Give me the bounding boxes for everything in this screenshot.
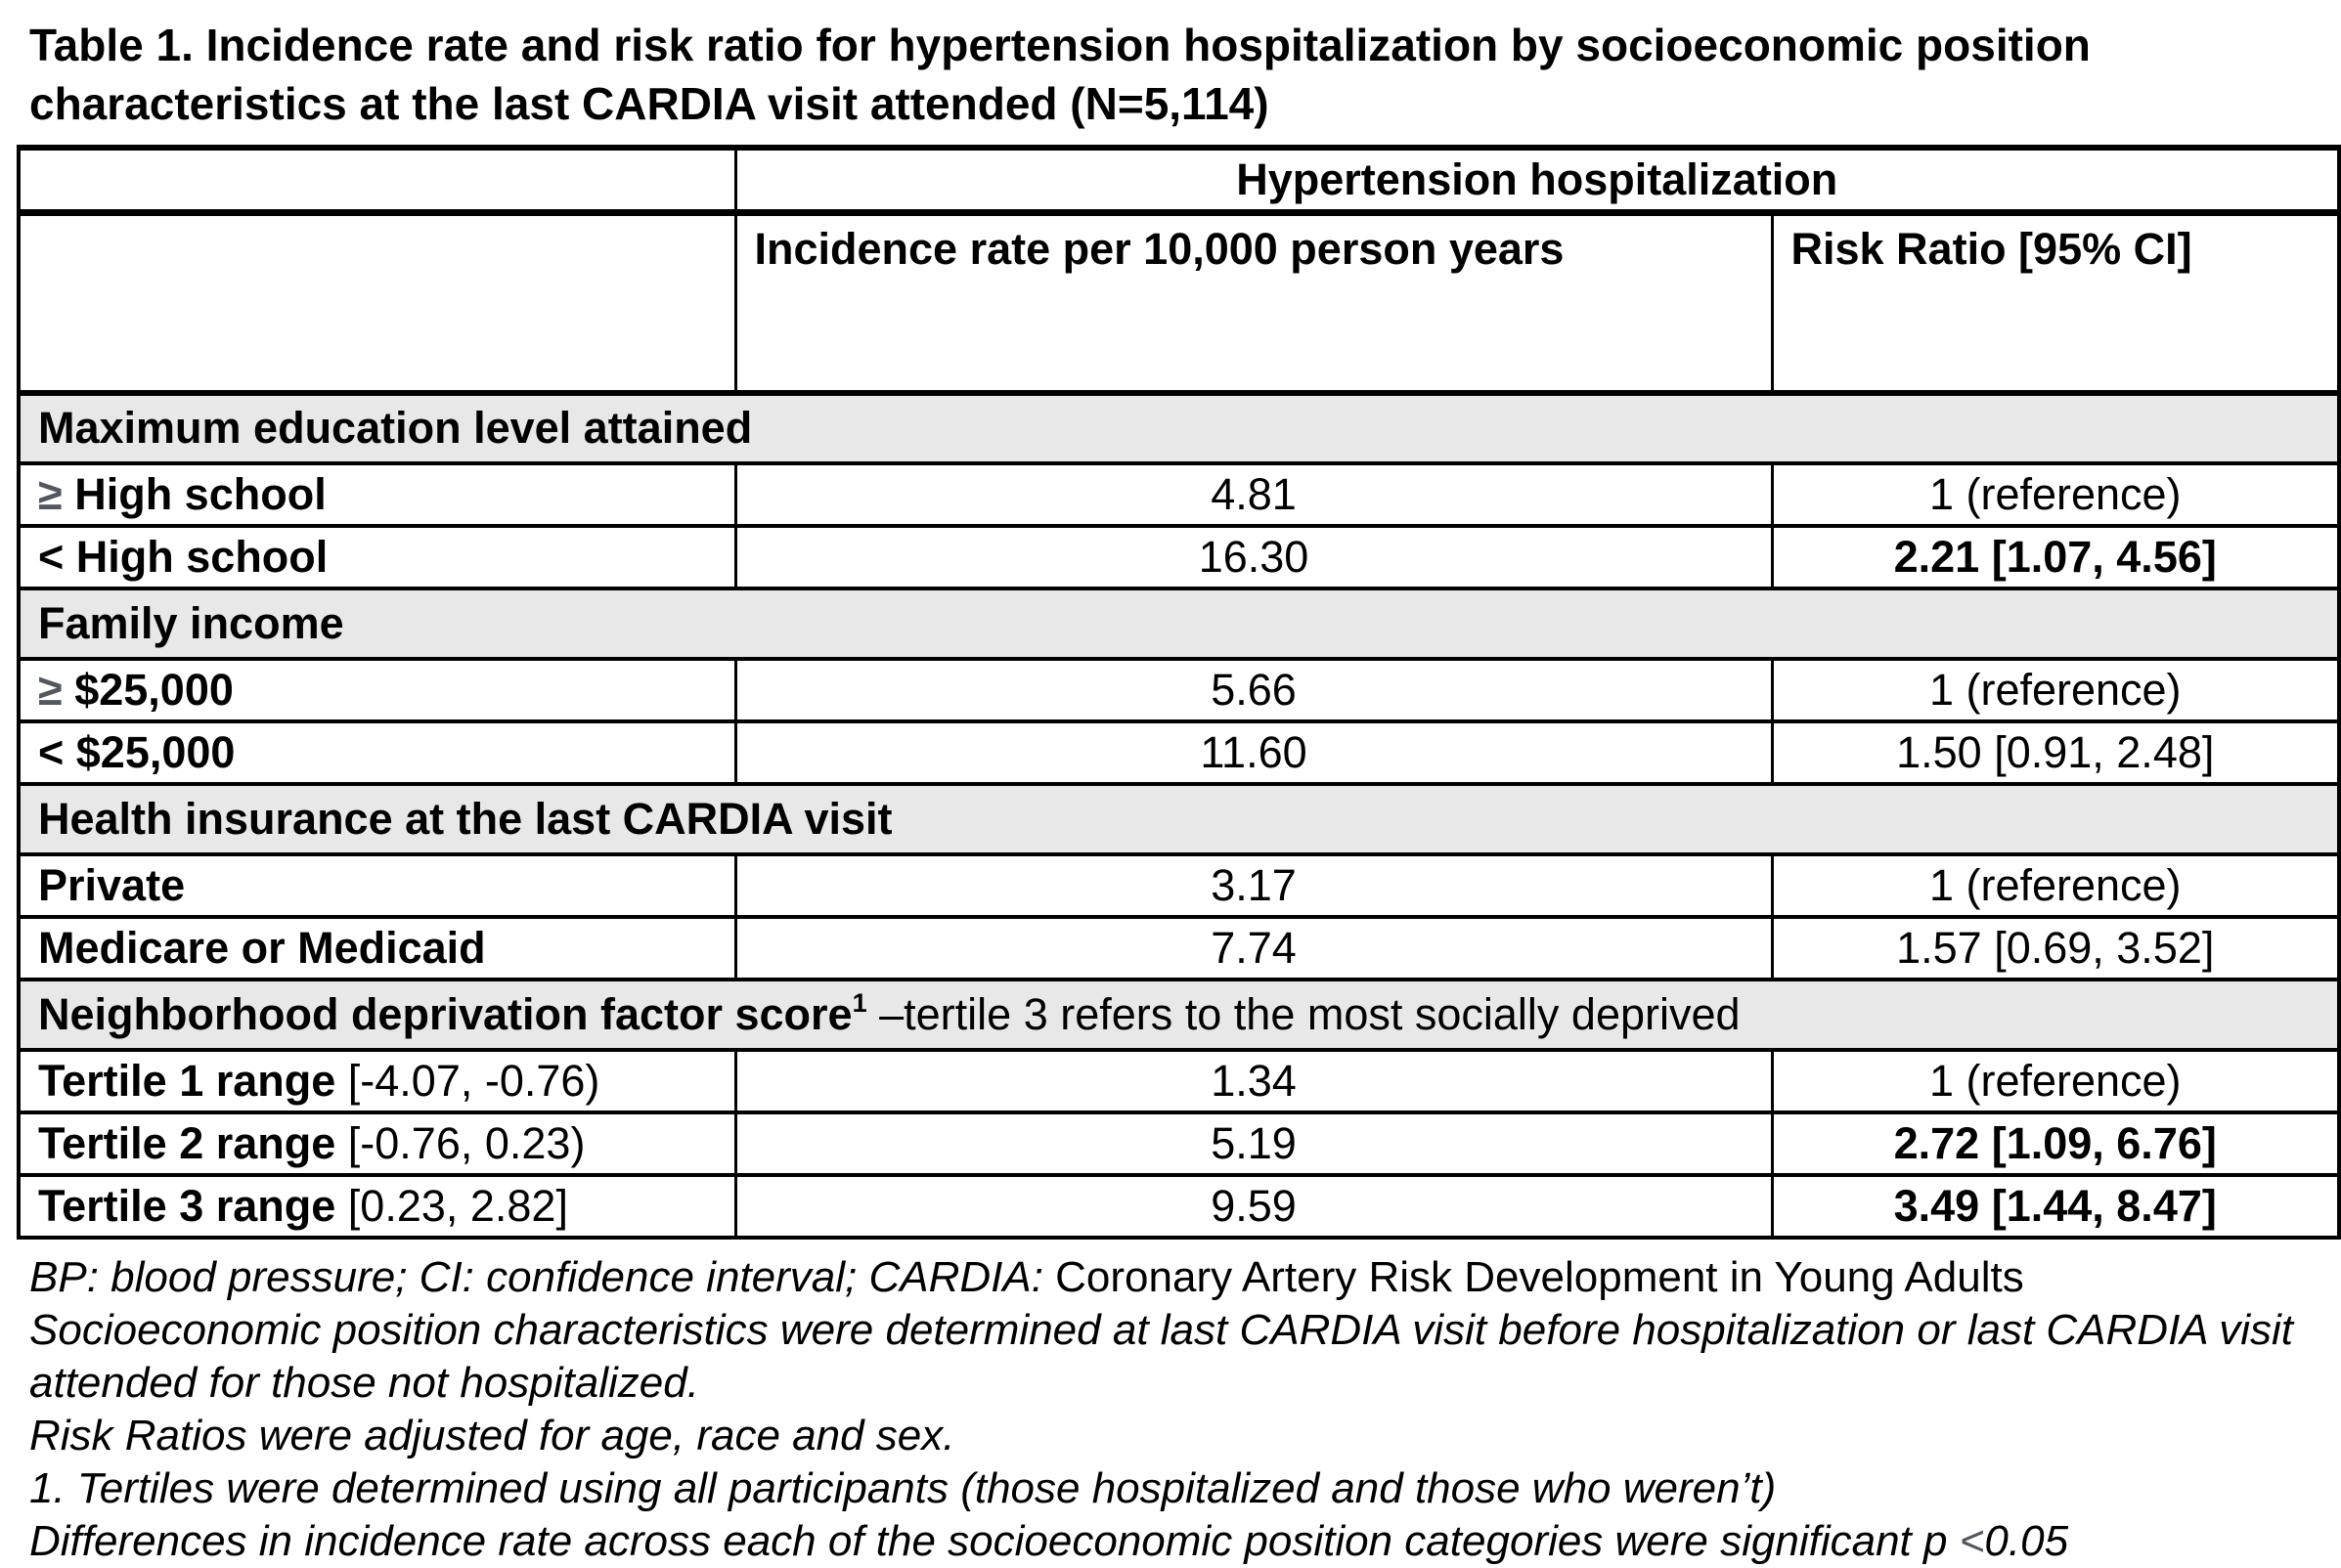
footnote-tertiles: 1. Tertiles were determined using all pa…	[29, 1463, 1777, 1512]
footnote-marker: 1	[852, 987, 867, 1018]
gte-symbol: ≥	[38, 664, 63, 715]
footnote-text: Differences in incidence rate across eac…	[29, 1516, 1960, 1565]
span-header-cell: Hypertension hospitalization	[735, 148, 2339, 216]
row-label-cell: < High school	[19, 525, 737, 590]
row-label-cell: Medicare or Medicaid	[19, 916, 737, 981]
table-row: ≥ High school 4.81 1 (reference)	[19, 462, 2339, 528]
table-row: Medicare or Medicaid 7.74 1.57 [0.69, 3.…	[19, 916, 2339, 981]
incidence-rate-cell: 5.19	[735, 1111, 1774, 1177]
row-label-cell: < $25,000	[19, 720, 737, 786]
col-header-risk-ratio: Risk Ratio [95% CI]	[1772, 212, 2339, 396]
section-header-label: Neighborhood deprivation factor score	[38, 988, 853, 1039]
section-header-income: Family income	[19, 588, 2339, 661]
footnote-significance: Differences in incidence rate across eac…	[29, 1515, 2312, 1568]
section-header-neighborhood: Neighborhood deprivation factor score1 –…	[19, 979, 2339, 1052]
section-header-education: Maximum education level attained	[19, 392, 2339, 465]
risk-ratio-cell: 2.21 [1.07, 4.56]	[1772, 525, 2339, 590]
table-row: Tertile 3 range [0.23, 2.82] 9.59 3.49 […	[19, 1174, 2339, 1240]
incidence-rate-cell: 5.66	[735, 658, 1774, 723]
table-row: < High school 16.30 2.21 [1.07, 4.56]	[19, 525, 2339, 590]
incidence-rate-cell: 9.59	[735, 1174, 1774, 1240]
section-header-label: Family income	[38, 597, 344, 648]
risk-ratio-cell: 3.49 [1.44, 8.47]	[1772, 1174, 2339, 1240]
table-column-header-row: Incidence rate per 10,000 person years R…	[19, 212, 2339, 396]
table-row: < $25,000 11.60 1.50 [0.91, 2.48]	[19, 720, 2339, 786]
footnote-text: 0.05	[1984, 1516, 2069, 1565]
incidence-rate-cell: 4.81	[735, 462, 1774, 528]
table-row: Tertile 1 range [-4.07, -0.76) 1.34 1 (r…	[19, 1049, 2339, 1114]
section-header-row: Health insurance at the last CARDIA visi…	[19, 783, 2339, 856]
incidence-rate-cell: 1.34	[735, 1049, 1774, 1114]
row-label-range: [-4.07, -0.76)	[335, 1055, 600, 1106]
row-label-range: [0.23, 2.82]	[335, 1180, 568, 1231]
row-label: Private	[38, 859, 186, 910]
row-label: $25,000	[62, 664, 234, 715]
risk-ratio-cell: 2.72 [1.09, 6.76]	[1772, 1111, 2339, 1177]
section-header-row: Neighborhood deprivation factor score1 –…	[19, 979, 2339, 1052]
table-row: Private 3.17 1 (reference)	[19, 853, 2339, 919]
row-label-range: [-0.76, 0.23)	[335, 1117, 586, 1168]
risk-ratio-cell: 1 (reference)	[1772, 1049, 2339, 1114]
incidence-rate-cell: 3.17	[735, 853, 1774, 919]
lt-symbol: <	[38, 726, 65, 777]
incidence-rate-cell: 16.30	[735, 525, 1774, 590]
section-header-row: Family income	[19, 588, 2339, 661]
risk-ratio-cell: 1 (reference)	[1772, 462, 2339, 528]
section-header-label: Maximum education level attained	[38, 403, 753, 453]
incidence-rate-cell: 7.74	[735, 916, 1774, 981]
incidence-rate-cell: 11.60	[735, 720, 1774, 786]
row-label: Tertile 1 range	[38, 1055, 336, 1106]
empty-corner-cell	[19, 148, 737, 216]
row-label: High school	[64, 531, 329, 582]
lt-symbol: <	[38, 531, 65, 582]
row-label: High school	[62, 468, 327, 519]
row-label-cell: ≥ $25,000	[19, 658, 737, 723]
row-label-cell: ≥ High school	[19, 462, 737, 528]
row-label: Tertile 2 range	[38, 1117, 336, 1168]
footnotes: BP: blood pressure; CI: confidence inter…	[29, 1251, 2312, 1568]
table-row: ≥ $25,000 5.66 1 (reference)	[19, 658, 2339, 723]
section-header-insurance: Health insurance at the last CARDIA visi…	[19, 783, 2339, 856]
risk-ratio-cell: 1.50 [0.91, 2.48]	[1772, 720, 2339, 786]
section-header-row: Maximum education level attained	[19, 392, 2339, 465]
col-header-incidence-rate: Incidence rate per 10,000 person years	[735, 212, 1774, 396]
row-label: Tertile 3 range	[38, 1180, 336, 1231]
risk-ratio-cell: 1.57 [0.69, 3.52]	[1772, 916, 2339, 981]
section-header-label: Health insurance at the last CARDIA visi…	[38, 793, 893, 844]
footnote-adjustment: Risk Ratios were adjusted for age, race …	[29, 1411, 955, 1459]
risk-ratio-cell: 1 (reference)	[1772, 658, 2339, 723]
incidence-risk-table: Hypertension hospitalization Incidence r…	[17, 145, 2341, 1240]
row-label-cell: Tertile 3 range [0.23, 2.82]	[19, 1174, 737, 1240]
row-label: Medicare or Medicaid	[38, 922, 486, 973]
empty-stub-cell	[19, 212, 737, 396]
section-header-note: –tertile 3 refers to the most socially d…	[866, 988, 1741, 1039]
page-title: Table 1. Incidence rate and risk ratio f…	[29, 20, 2091, 129]
risk-ratio-cell: 1 (reference)	[1772, 853, 2339, 919]
table-span-header-row: Hypertension hospitalization	[19, 148, 2339, 216]
footnote-text: BP: blood pressure; CI: confidence inter…	[29, 1252, 1056, 1301]
row-label: $25,000	[64, 726, 236, 777]
table-row: Tertile 2 range [-0.76, 0.23) 5.19 2.72 …	[19, 1111, 2339, 1177]
footnote-cardia-expansion: Coronary Artery Risk Development in Youn…	[1055, 1252, 2024, 1301]
lt-symbol: <	[1959, 1516, 1985, 1565]
footnote-sep-determination: Socioeconomic position characteristics w…	[29, 1305, 2294, 1407]
row-label-cell: Private	[19, 853, 737, 919]
gte-symbol: ≥	[38, 468, 63, 519]
row-label-cell: Tertile 1 range [-4.07, -0.76)	[19, 1049, 737, 1114]
footnote-abbreviations: BP: blood pressure; CI: confidence inter…	[29, 1251, 2312, 1304]
row-label-cell: Tertile 2 range [-0.76, 0.23)	[19, 1111, 737, 1177]
